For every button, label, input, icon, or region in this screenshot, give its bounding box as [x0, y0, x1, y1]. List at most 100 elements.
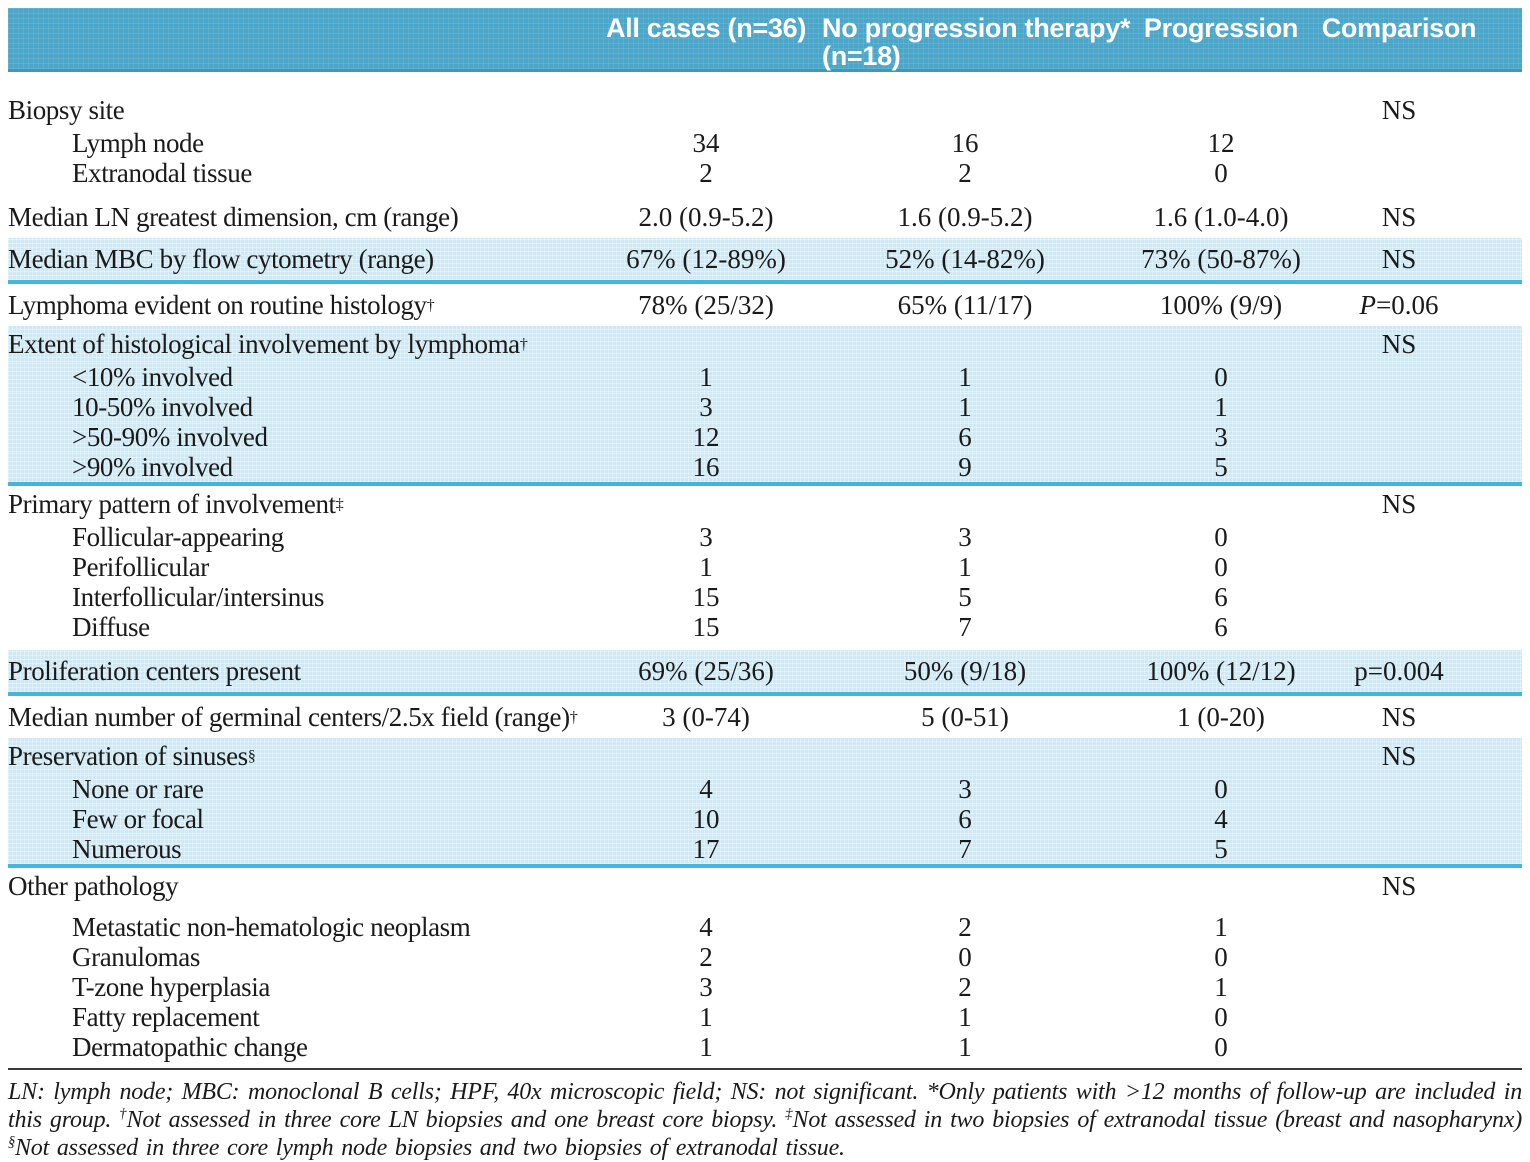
cell-value: 12 [692, 422, 720, 452]
cell-value [822, 738, 1108, 774]
row-right-spacer [1464, 238, 1522, 280]
cell-value: 2.0 (0.9-5.2) [638, 201, 774, 232]
row-right-spacer [1464, 696, 1522, 738]
cell-value [1108, 326, 1334, 362]
row-right-spacer [1464, 582, 1522, 613]
row-right-spacer [1464, 284, 1522, 326]
row-right-spacer [1464, 196, 1522, 238]
table-body: Biopsy site NS Lymph node 34 16 12 Extranodal … [8, 92, 1522, 1062]
row-label: 10-50% involved [72, 392, 253, 422]
cell-value: 0 [1214, 1002, 1228, 1032]
comparison-value [1334, 552, 1464, 583]
comparison-value: NS [1381, 243, 1417, 274]
comparison-value [1334, 972, 1464, 1003]
table-row: Granulomas 2 0 0 [8, 942, 1522, 972]
row-right-spacer [1464, 128, 1522, 159]
table-row: Median MBC by flow cytometry (range) 67% … [8, 238, 1522, 284]
cell-value: 1 (0-20) [1177, 701, 1265, 732]
cell-value: 1 [699, 362, 713, 392]
header-right-spacer [1464, 8, 1522, 70]
cell-value: 2 [958, 158, 972, 188]
table-row: Extranodal tissue 2 2 0 [8, 158, 1522, 188]
cell-value: 2 [699, 158, 713, 188]
table-row: Fatty replacement 1 1 0 [8, 1002, 1522, 1032]
row-label: Dermatopathic change [72, 1032, 308, 1062]
cell-value: 4 [699, 912, 713, 942]
row-label: Lymphoma evident on routine histology † [8, 289, 435, 320]
footnote-text: LN: lymph node; MBC: monoclonal B cells;… [8, 1079, 1523, 1161]
row-label: Proliferation centers present [8, 655, 301, 686]
cell-value: 0 [1214, 942, 1228, 972]
column-header-label: Progression [1143, 13, 1299, 43]
cell-value [1108, 486, 1334, 522]
cell-value: 2 [958, 912, 972, 942]
row-label: >90% involved [72, 452, 233, 482]
column-header-progression: Progression [1108, 8, 1334, 70]
row-right-spacer [1464, 650, 1522, 692]
row-label: Few or focal [72, 804, 204, 834]
cell-value [590, 868, 822, 904]
comparison-value: NS [1381, 488, 1417, 519]
table-row: >90% involved 16 9 5 [8, 452, 1522, 486]
cell-value: 2 [699, 942, 713, 972]
row-label: Biopsy site [8, 94, 125, 125]
table-row: None or rare 4 3 0 [8, 774, 1522, 804]
row-right-spacer [1464, 834, 1522, 865]
cell-value: 16 [692, 452, 720, 482]
cell-value: 3 [699, 972, 713, 1002]
comparison-value: NS [1381, 701, 1417, 732]
row-label: None or rare [72, 774, 204, 804]
cell-value [822, 326, 1108, 362]
comparison-value [1334, 158, 1464, 189]
cell-value: 4 [699, 774, 713, 804]
cell-value: 6 [958, 422, 972, 452]
table-header-row: All cases (n=36) No progression therapy*… [8, 8, 1522, 72]
comparison-value [1334, 1002, 1464, 1033]
table-row: T-zone hyperplasia 3 2 1 [8, 972, 1522, 1002]
cell-value: 1 [958, 1032, 972, 1062]
row-label: Numerous [72, 834, 182, 864]
row-label: Extranodal tissue [72, 158, 252, 188]
cell-value: 6 [958, 804, 972, 834]
cell-value: 5 [1214, 452, 1228, 482]
table-row: Few or focal 10 6 4 [8, 804, 1522, 834]
footnote-divider [8, 1068, 1522, 1070]
row-right-spacer [1464, 774, 1522, 805]
comparison-value [1334, 834, 1464, 865]
row-right-spacer [1464, 522, 1522, 553]
row-right-spacer [1464, 912, 1522, 943]
row-label: >50-90% involved [72, 422, 268, 452]
row-label: T-zone hyperplasia [72, 972, 270, 1002]
cell-value: 16 [951, 128, 979, 158]
column-header-all-cases: All cases (n=36) [590, 8, 822, 70]
row-right-spacer [1464, 158, 1522, 189]
table-row: Median LN greatest dimension, cm (range)… [8, 196, 1522, 238]
table-row: Biopsy site NS [8, 92, 1522, 128]
row-right-spacer [1464, 452, 1522, 483]
cell-value: 3 [958, 522, 972, 552]
table-row: Metastatic non-hematologic neoplasm 4 2 1 [8, 912, 1522, 942]
cell-value: 3 [699, 392, 713, 422]
cell-value: 1.6 (1.0-4.0) [1153, 201, 1289, 232]
table-row: Primary pattern of involvement ‡ NS [8, 486, 1522, 522]
row-label: Preservation of sinuses § [8, 740, 256, 771]
cell-value: 1.6 (0.9-5.2) [897, 201, 1033, 232]
row-label: Interfollicular/intersinus [72, 582, 325, 612]
table-row: Numerous 17 7 5 [8, 834, 1522, 868]
cell-value: 12 [1207, 128, 1235, 158]
table-row: >50-90% involved 12 6 3 [8, 422, 1522, 452]
cell-value: 5 [958, 582, 972, 612]
row-label: Lymph node [72, 128, 204, 158]
cell-value: 10 [692, 804, 720, 834]
comparison-value [1334, 612, 1464, 643]
cell-value: 100% (12/12) [1146, 655, 1296, 686]
cell-value [822, 486, 1108, 522]
table-row: 10-50% involved 3 1 1 [8, 392, 1522, 422]
row-label: Extent of histological involvement by ly… [8, 328, 528, 359]
row-label: Other pathology [8, 870, 179, 901]
column-header-label: No progression therapy* [822, 13, 1131, 43]
row-label: Metastatic non-hematologic neoplasm [72, 912, 471, 942]
row-right-spacer [1464, 362, 1522, 393]
row-label: <10% involved [72, 362, 233, 392]
